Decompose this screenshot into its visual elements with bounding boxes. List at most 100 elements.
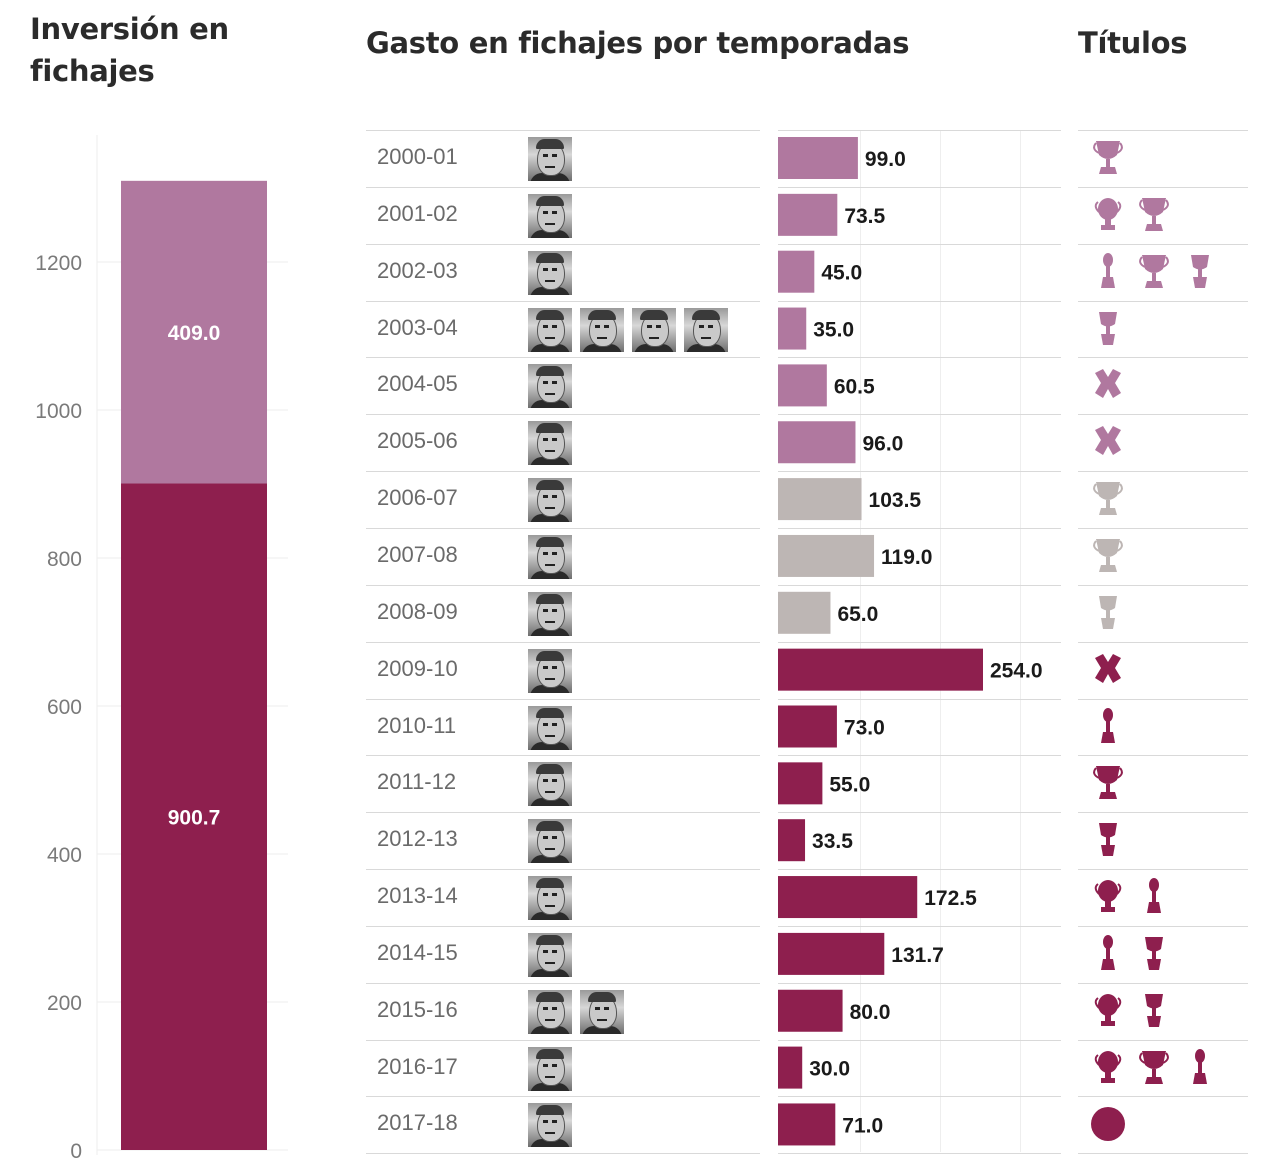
season-label: 2000-01 [377,144,458,169]
coach-photo [684,307,728,352]
coach-photo [528,478,572,523]
row-divider [1078,528,1248,529]
cup-tall-icon [1145,993,1163,1027]
season-bar-value-label: 172.5 [924,887,977,910]
cup-wide-icon [1093,482,1123,516]
row-divider [366,187,760,188]
row-divider [366,642,760,643]
season-bar-value-label: 73.5 [844,205,885,228]
season-bar-value-label: 99.0 [865,148,906,171]
season-label: 2005-06 [377,428,458,454]
row-divider [366,869,760,870]
cup-slim-icon [1101,252,1115,288]
cup-slim-icon [1101,707,1115,743]
coach-photo [528,250,572,295]
season-bar [778,648,983,691]
row-divider [778,130,1061,131]
row-divider [1078,699,1248,700]
season-label: 2004-05 [377,371,458,397]
season-bar [778,1103,836,1146]
row-divider [1078,755,1248,756]
season-label: 2009-10 [377,655,458,681]
season-label: 2007-08 [377,541,458,567]
middle-chart-title: Gasto en fichajes por temporadas [366,26,910,60]
cup-wide-icon [1093,766,1123,800]
cup-wide-icon [1139,1050,1169,1084]
row-divider [778,812,1061,813]
left-tick-label: 400 [47,844,82,867]
season-bar-value-label: 55.0 [829,773,870,796]
left-tick-label: 1200 [35,252,82,275]
coach-photo [528,762,572,807]
season-label: 2012-13 [377,826,458,852]
left-stack-value-label: 409.0 [168,322,221,345]
left-tick-label: 200 [47,992,82,1015]
season-bar [778,762,823,805]
left-tick-label: 600 [47,696,82,719]
season-label: 2011-12 [377,769,457,795]
left-stack-value-label: 900.7 [168,807,221,830]
season-bar [778,193,838,236]
coach-photo [528,591,572,636]
cup-round-icon [1094,880,1122,913]
row-divider [366,414,760,415]
season-bar-value-label: 96.0 [862,432,903,455]
row-divider [1078,1153,1248,1154]
row-divider [1078,983,1248,984]
row-divider [778,642,1061,643]
left-tick-label: 800 [47,548,82,571]
row-divider [778,699,1061,700]
row-divider [1078,357,1248,358]
row-divider [778,755,1061,756]
row-divider [1078,869,1248,870]
coach-photo [528,1103,572,1148]
coach-photo [528,534,572,579]
season-bar-value-label: 45.0 [821,262,862,285]
cup-tall-icon [1191,254,1209,288]
season-bar [778,478,862,521]
titles-column-heading: Títulos [1078,26,1188,60]
cup-wide-icon [1093,141,1123,174]
cup-round-icon [1094,197,1122,230]
total-investment-stacked-bar-chart: 0 200 400 600 800 1000 1200 900.7 409.0 [35,135,288,1163]
coach-photo [632,307,676,352]
season-bar-value-label: 60.5 [834,375,875,398]
season-bar [778,989,843,1032]
season-bar [778,137,858,179]
cup-wide-icon [1139,254,1169,288]
cross-icon [1095,369,1121,399]
bar-gridline [1020,130,1021,1152]
season-bar [778,932,885,975]
cross-icon [1095,653,1121,683]
row-divider [778,357,1061,358]
row-divider [366,1040,760,1041]
row-divider [1078,244,1248,245]
coach-photo [528,364,572,409]
row-divider [366,812,760,813]
row-divider [778,1096,1061,1097]
season-label: 2002-03 [377,257,458,283]
season-bar-value-label: 30.0 [809,1058,850,1081]
cup-slim-icon [1147,878,1161,914]
row-divider [366,301,760,302]
row-divider [366,130,760,131]
season-bar [778,307,807,350]
cup-tall-icon [1099,595,1117,629]
row-divider [366,983,760,984]
season-bar [778,591,831,634]
cup-tall-icon [1145,936,1163,970]
cup-wide-icon [1139,197,1169,231]
left-stack-segment-0 [121,483,267,1150]
row-divider [778,414,1061,415]
season-bar [778,421,856,464]
row-divider [1078,414,1248,415]
row-divider [1078,642,1248,643]
left-tick-label: 1000 [35,400,82,423]
coach-photo [528,989,572,1034]
season-label: 2013-14 [377,883,458,909]
row-divider [1078,812,1248,813]
coach-photo [528,137,572,181]
season-bar-value-label: 71.0 [842,1114,883,1137]
coach-photo [528,932,572,977]
season-bar-value-label: 65.0 [837,603,878,626]
